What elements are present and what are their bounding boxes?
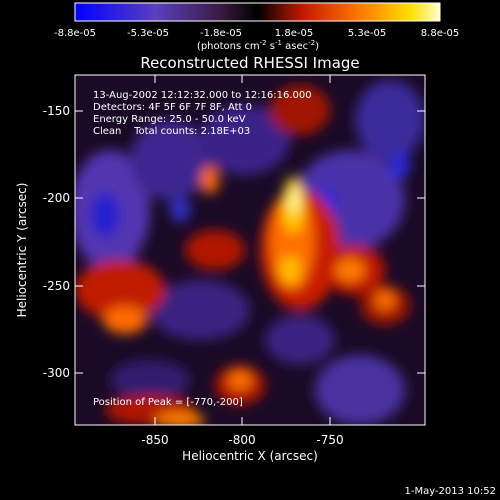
colorbar-tick: 1.8e-05	[275, 28, 313, 39]
colorbar-tick: -5.3e-05	[127, 28, 169, 39]
colorbar	[74, 2, 441, 22]
image-annotations: 13-Aug-2002 12:12:32.000 to 12:16:16.000…	[93, 90, 312, 408]
axis-ticks	[75, 75, 425, 425]
x-tick-label: -800	[228, 433, 255, 447]
footer-date: 1-May-2013 10:52	[404, 486, 496, 497]
colorbar-tick: 8.8e-05	[421, 28, 459, 39]
colorbar-tick: -8.8e-05	[54, 28, 96, 39]
y-tick-label: -250	[43, 279, 70, 293]
annotation-energy-range: Energy Range: 25.0 - 50.0 keV	[93, 114, 246, 125]
annotation-time-range: 13-Aug-2002 12:12:32.000 to 12:16:16.000	[93, 90, 312, 101]
colorbar-tick: -1.8e-05	[200, 28, 242, 39]
y-tick-label: -300	[43, 366, 70, 380]
x-axis-label: Heliocentric X (arcsec)	[182, 449, 318, 463]
x-tick-label: -750	[316, 433, 343, 447]
y-tick-label: -200	[43, 191, 70, 205]
plot-title: Reconstructed RHESSI Image	[140, 54, 359, 72]
y-tick-label: -150	[43, 104, 70, 118]
y-tick-labels: -150 -200 -250 -300	[43, 104, 70, 380]
annotation-peak-position: Position of Peak = [-770,-200]	[93, 397, 243, 408]
x-tick-labels: -850 -800 -750	[141, 433, 343, 447]
annotation-total-counts: Clean Total counts: 2.18E+03	[93, 126, 250, 137]
plot-frame	[74, 74, 426, 426]
x-tick-label: -850	[141, 433, 168, 447]
annotation-detectors: Detectors: 4F 5F 6F 7F 8F, Att 0	[93, 102, 252, 113]
colorbar-tick: 5.3e-05	[348, 28, 386, 39]
colorbar-ticks: -8.8e-05 -5.3e-05 -1.8e-05 1.8e-05 5.3e-…	[54, 28, 459, 39]
colorbar-units: (photons cm-2 s-1 asec-2)	[197, 39, 319, 52]
y-axis-label: Heliocentric Y (arcsec)	[15, 183, 29, 318]
rhessi-image	[75, 75, 425, 425]
